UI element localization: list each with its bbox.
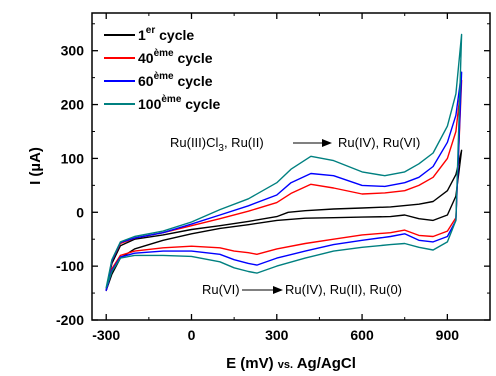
annotation-oxidation-arrowhead <box>322 139 332 147</box>
x-axis-title: E (mV) vs. Ag/AgCl <box>226 355 356 372</box>
legend-label-60: 60ème cycle <box>138 71 213 89</box>
x-tick-label: -300 <box>92 327 120 343</box>
series-1-curve <box>105 149 463 292</box>
y-tick-label: 100 <box>61 150 85 166</box>
y-tick-label: 0 <box>76 204 84 220</box>
y-tick-label: 200 <box>61 97 85 113</box>
y-tick-label: 300 <box>61 43 85 59</box>
legend-label-1: 1er cycle <box>138 25 194 43</box>
annotation-oxidation-subscript: 3 <box>218 143 224 154</box>
annotation-reduction-reactant: Ru(VI) <box>202 282 240 297</box>
annotation-oxidation-right: , Ru(II) <box>224 135 264 150</box>
x-axis-title-vs: vs. <box>278 359 293 371</box>
plot-frame <box>91 12 491 321</box>
annotation-oxidation-product: Ru(IV), Ru(VI) <box>338 135 420 150</box>
x-axis-title-ref: Ag/AgCl <box>297 355 356 372</box>
annotation-oxidation-left: Ru(III)Cl <box>170 135 219 150</box>
x-axis-title-main: E (mV) <box>226 355 274 372</box>
axis-ticks: -300 0 300 600 900 -200 -100 0 100 200 300 <box>56 13 490 343</box>
annotation-oxidation-reactants: Ru(III)Cl3, Ru(II) <box>170 135 264 154</box>
x-tick-label: 900 <box>436 327 460 343</box>
y-axis-title: I (µA) <box>27 147 44 185</box>
annotation-reduction-product: Ru(IV), Ru(II), Ru(0) <box>285 282 402 297</box>
legend-label-40: 40ème cycle <box>138 48 213 66</box>
y-tick-label: -100 <box>56 258 84 274</box>
x-tick-label: 600 <box>350 327 374 343</box>
plot-curves <box>105 33 463 292</box>
series-100-curve <box>105 33 463 289</box>
x-tick-label: 300 <box>265 327 289 343</box>
legend-label-100: 100ème cycle <box>138 94 221 112</box>
legend: 1er cycle 40ème cycle 60ème cycle 100ème cy… <box>104 25 221 112</box>
y-tick-label: -200 <box>56 312 84 328</box>
annotation-reduction-arrowhead <box>273 286 283 294</box>
x-tick-label: 0 <box>188 327 196 343</box>
